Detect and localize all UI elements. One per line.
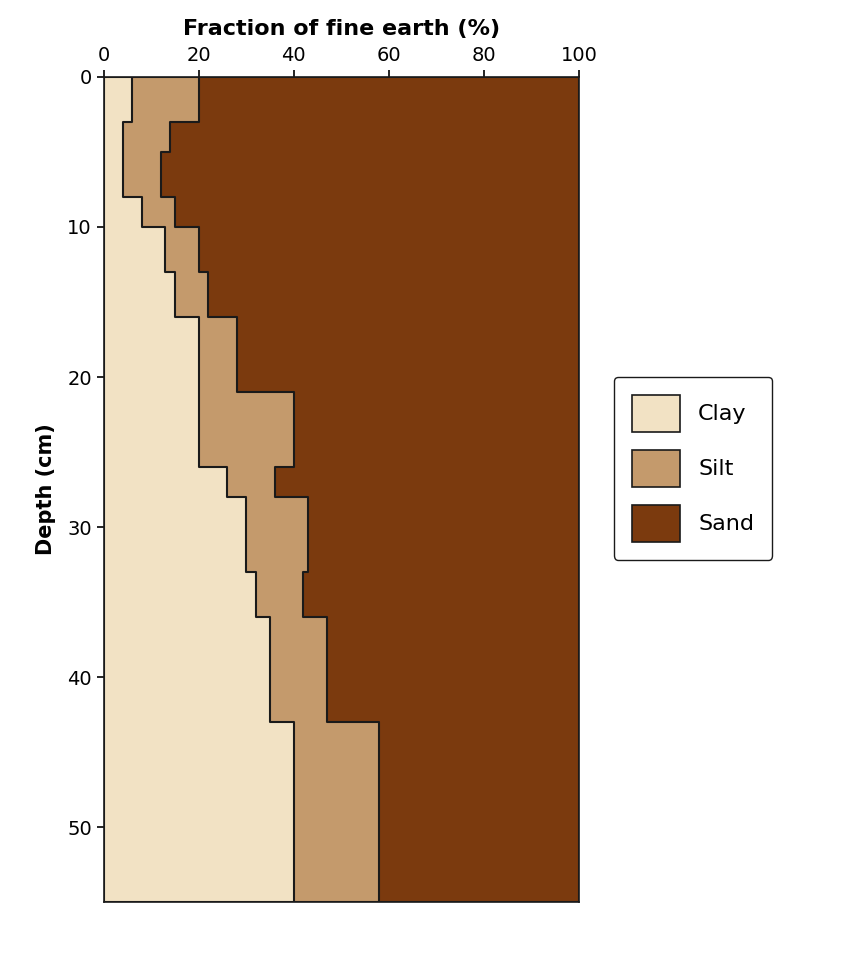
X-axis label: Fraction of fine earth (%): Fraction of fine earth (%) <box>182 19 500 39</box>
Y-axis label: Depth (cm): Depth (cm) <box>36 423 56 556</box>
Legend: Clay, Silt, Sand: Clay, Silt, Sand <box>613 377 772 560</box>
